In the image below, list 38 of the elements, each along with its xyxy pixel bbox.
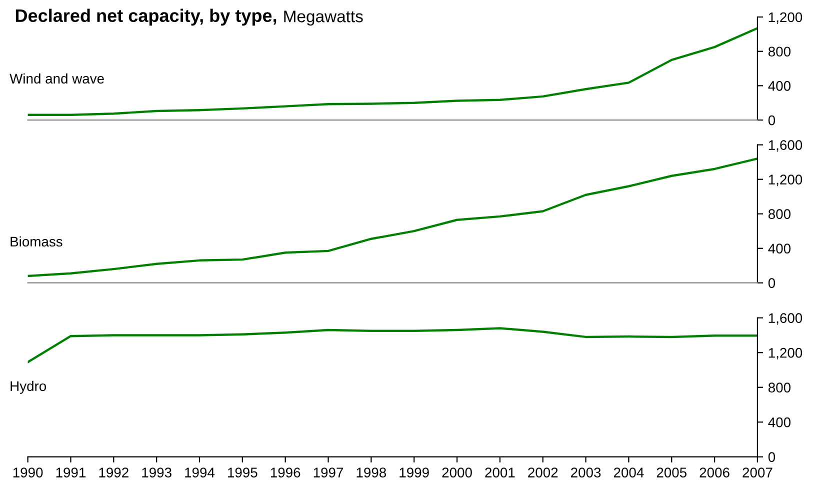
x-tick-label: 1991	[56, 468, 86, 478]
x-tick-label: 2005	[656, 468, 686, 478]
y-tick-label: 1,200	[768, 12, 802, 24]
x-tick-label: 2002	[528, 468, 558, 478]
series-label: Hydro	[10, 380, 46, 394]
x-tick-label: 2006	[700, 468, 730, 478]
y-tick-label: 0	[768, 115, 776, 126]
x-tick-label: 1994	[185, 468, 215, 478]
y-tick-label: 400	[768, 81, 791, 91]
y-tick-label: 400	[768, 417, 791, 428]
x-tick-label: 1990	[13, 468, 43, 478]
x-tick-label: 1995	[228, 468, 258, 478]
y-tick-label: 1,600	[768, 313, 802, 325]
y-tick-label: 0	[768, 452, 776, 462]
y-tick-label: 1,600	[768, 140, 802, 152]
x-tick-label: 1993	[142, 468, 172, 478]
x-tick-label: 1999	[400, 468, 429, 478]
x-tick-label: 1992	[99, 468, 128, 478]
y-tick-label: 800	[768, 382, 791, 393]
text: Wind and wave	[10, 73, 104, 84]
y-tick-label: 400	[768, 244, 791, 254]
chart-title: Declared net capacity, by type,	[16, 8, 276, 26]
x-tick-label: 2004	[614, 468, 644, 478]
x-tick-label: 2007	[742, 468, 772, 478]
x-tick-label: 2000	[442, 468, 472, 478]
x-tick-label: 2003	[571, 468, 601, 478]
line-series	[28, 327, 758, 364]
x-tick-label: 2001	[485, 468, 515, 478]
chart-subtitle: Megawatts	[284, 10, 363, 26]
x-tick-label: 1997	[314, 468, 344, 478]
x-tick-label: 1998	[356, 468, 386, 478]
y-tick-label: 800	[768, 209, 791, 220]
x-tick-label: 1996	[270, 468, 300, 478]
y-tick-label: 1,200	[768, 174, 802, 186]
series-label: Biomass	[10, 236, 62, 247]
y-tick-label: 0	[768, 278, 776, 288]
y-tick-label: 800	[768, 46, 791, 57]
y-tick-label: 1,200	[768, 348, 802, 360]
